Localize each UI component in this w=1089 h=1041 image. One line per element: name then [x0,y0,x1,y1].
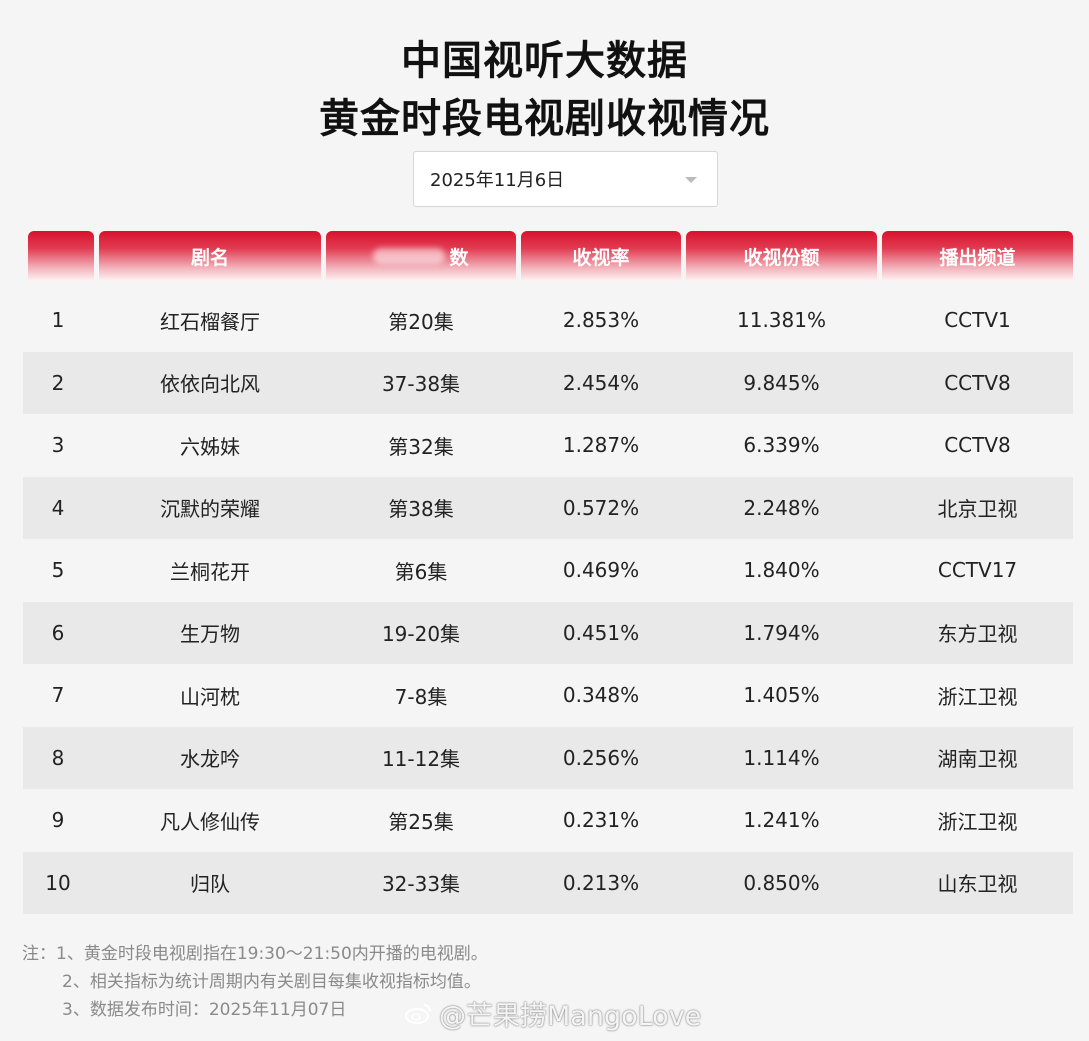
cell-title: 凡人修仙传 [160,809,260,834]
note-3: 3、数据发布时间：2025年11月07日 [62,1000,347,1020]
cell-channel: CCTV8 [944,370,1011,395]
weibo-icon [405,1004,431,1024]
blurred-text [373,248,446,264]
cell-rating: 2.853% [562,308,640,333]
watermark-text: @芒果捞MangoLove [439,1000,702,1032]
cell-title: 生万物 [180,622,240,647]
cell-share: 1.405% [743,683,820,708]
cell-rank: 5 [51,558,65,583]
cell-share: 2.248% [743,495,820,520]
table-row: 2 依依向北风 37-38集 2.454% 9.845% CCTV8 [23,351,1073,414]
cell-share: 9.845% [743,370,820,395]
cell-rank: 1 [51,308,65,333]
cell-share: 1.241% [743,808,820,833]
cell-title: 沉默的荣耀 [160,497,260,522]
cell-title: 六姊妹 [180,434,240,459]
cell-channel: 东方卫视 [937,622,1018,647]
watermark: @芒果捞MangoLove [405,994,725,1032]
cell-episode: 19-20集 [381,622,461,647]
header-rank [28,231,94,281]
cell-rank: 6 [51,620,65,645]
table-row: 5 兰桐花开 第6集 0.469% 1.840% CCTV17 [23,539,1073,602]
cell-rating: 0.256% [562,745,640,770]
cell-channel: 山东卫视 [937,872,1018,897]
date-dropdown-value: 2025年11月6日 [430,170,565,191]
header-rating: 收视率 [521,231,681,281]
cell-rating: 2.454% [562,370,640,395]
cell-episode: 第38集 [388,497,454,522]
cell-rating: 0.231% [562,808,640,833]
chevron-down-icon [685,177,697,183]
page-title: 中国视听大数据 [401,38,688,84]
cell-title: 红石榴餐厅 [160,309,260,334]
cell-episode: 第32集 [388,434,454,459]
cell-rating: 0.348% [562,683,640,708]
cell-rating: 0.213% [562,870,640,895]
cell-share: 11.381% [737,308,826,333]
cell-channel: 北京卫视 [937,497,1018,522]
cell-title: 兰桐花开 [170,559,250,584]
cell-title: 依依向北风 [160,372,260,397]
cell-rating: 0.469% [562,558,640,583]
date-dropdown[interactable]: 2025年11月6日 [413,151,718,207]
cell-rank: 4 [51,495,65,520]
note-1: 注：1、黄金时段电视剧指在19:30～21:50内开播的电视剧。 [22,944,488,964]
cell-title: 水龙吟 [180,747,240,772]
cell-rank: 2 [51,370,65,395]
table-row: 3 六姊妹 第32集 1.287% 6.339% CCTV8 [23,414,1073,477]
table-row: 4 沉默的荣耀 第38集 0.572% 2.248% 北京卫视 [23,476,1073,539]
cell-episode: 第25集 [388,809,454,834]
cell-channel: CCTV17 [937,558,1018,583]
cell-rank: 3 [51,433,65,458]
cell-rating: 0.451% [562,620,640,645]
cell-rank: 9 [51,808,65,833]
table-header: 剧名 数 收视率 收视份额 播出频道 [23,231,1073,281]
cell-episode: 第20集 [388,309,454,334]
header-channel: 播出频道 [882,231,1073,281]
header-episode: 数 [326,231,516,281]
cell-rating: 0.572% [562,495,640,520]
table-row: 8 水龙吟 11-12集 0.256% 1.114% 湖南卫视 [23,726,1073,789]
note-2: 2、相关指标为统计周期内有关剧目每集收视指标均值。 [62,972,481,992]
page-subtitle: 黄金时段电视剧收视情况 [319,96,770,142]
cell-episode: 第6集 [394,559,448,584]
cell-episode: 37-38集 [381,372,461,397]
ratings-table: 1 红石榴餐厅 第20集 2.853% 11.381% CCTV1 2 依依向北风 37-38集… [23,289,1073,914]
cell-share: 6.339% [743,433,820,458]
cell-episode: 7-8集 [394,684,448,709]
cell-channel: 浙江卫视 [937,809,1018,834]
table-row: 6 生万物 19-20集 0.451% 1.794% 东方卫视 [23,601,1073,664]
cell-episode: 32-33集 [381,872,461,897]
cell-title: 归队 [190,872,230,897]
header-share: 收视份额 [686,231,877,281]
table-row: 9 凡人修仙传 第25集 0.231% 1.241% 浙江卫视 [23,789,1073,852]
cell-rank: 8 [51,745,65,770]
cell-episode: 11-12集 [381,747,461,772]
cell-share: 1.114% [743,745,820,770]
cell-share: 1.794% [743,620,820,645]
cell-channel: 湖南卫视 [937,747,1018,772]
cell-title: 山河枕 [180,684,240,709]
cell-rating: 1.287% [562,433,640,458]
cell-share: 1.840% [743,558,820,583]
table-row: 1 红石榴餐厅 第20集 2.853% 11.381% CCTV1 [23,289,1073,352]
cell-channel: CCTV1 [944,308,1011,333]
table-row: 7 山河枕 7-8集 0.348% 1.405% 浙江卫视 [23,664,1073,727]
cell-channel: CCTV8 [944,433,1011,458]
header-title: 剧名 [99,231,321,281]
cell-rank: 10 [45,870,71,895]
cell-rank: 7 [51,683,65,708]
cell-share: 0.850% [743,870,820,895]
footnotes: 注：1、黄金时段电视剧指在19:30～21:50内开播的电视剧。 2、相关指标为… [22,940,488,1024]
cell-channel: 浙江卫视 [937,684,1018,709]
table-row: 10 归队 32-33集 0.213% 0.850% 山东卫视 [23,851,1073,914]
